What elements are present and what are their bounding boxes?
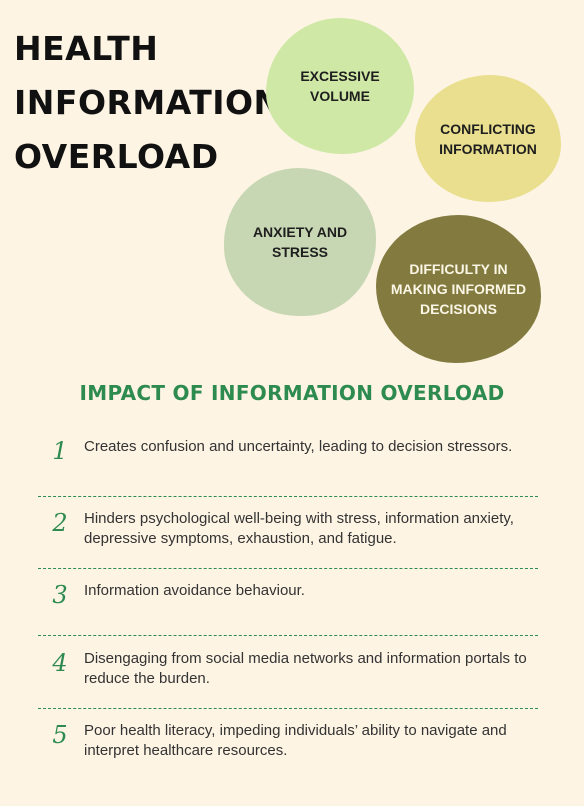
dashed-divider	[38, 635, 538, 636]
dashed-divider	[38, 568, 538, 569]
circle-difficulty-decisions: DIFFICULTY IN MAKING INFORMED DECISIONS	[376, 215, 541, 363]
item-text: Creates confusion and uncertainty, leadi…	[84, 438, 513, 455]
impact-heading: IMPACT OF INFORMATION OVERLOAD	[79, 381, 505, 405]
item-text: Information avoidance behaviour.	[84, 582, 305, 599]
page-title: HEALTH INFORMATION OVERLOAD	[14, 22, 282, 184]
item-text: Disengaging from social media networks a…	[84, 650, 527, 687]
circle-conflicting-information: CONFLICTING INFORMATION	[415, 75, 561, 202]
circle-label: DIFFICULTY IN MAKING INFORMED DECISIONS	[390, 261, 527, 317]
title-line-1: HEALTH	[14, 29, 159, 68]
circle-anxiety-and-stress: ANXIETY AND STRESS	[224, 168, 376, 316]
dashed-divider	[38, 496, 538, 497]
title-line-2: INFORMATION	[14, 83, 282, 122]
item-number: 2	[52, 509, 68, 537]
dashed-divider	[38, 708, 538, 709]
item-text: Poor health literacy, impeding individua…	[84, 722, 507, 759]
circle-label: ANXIETY AND STRESS	[252, 224, 348, 260]
item-number: 3	[52, 581, 68, 609]
circle-label: CONFLICTING INFORMATION	[439, 120, 537, 157]
item-number: 4	[52, 649, 68, 677]
item-number: 5	[52, 721, 68, 749]
circle-label: EXCESSIVE VOLUME	[300, 68, 380, 104]
item-number: 1	[52, 437, 68, 465]
title-line-3: OVERLOAD	[14, 137, 219, 176]
circle-excessive-volume: EXCESSIVE VOLUME	[266, 18, 414, 154]
item-text: Hinders psychological well-being with st…	[84, 510, 514, 547]
